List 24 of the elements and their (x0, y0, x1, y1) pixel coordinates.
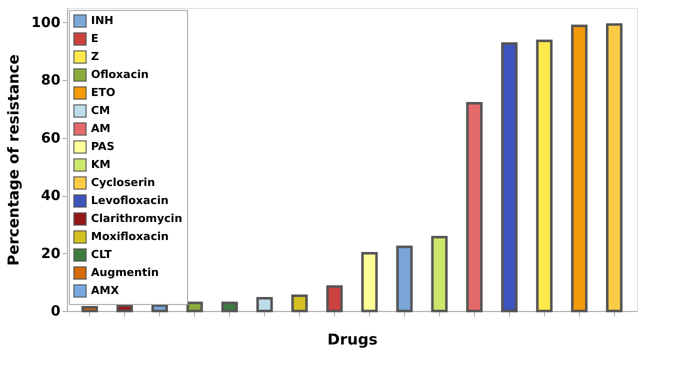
legend-label: ETO (91, 86, 116, 99)
legend-label: E (91, 32, 99, 45)
y-tick-label: 40 (41, 188, 61, 204)
legend-label: Cycloserin (91, 176, 156, 189)
legend-label: Moxifloxacin (91, 230, 169, 243)
x-axis-title: Drugs (327, 330, 378, 348)
legend-label: Levofloxacin (91, 194, 169, 207)
y-tick-label: 80 (41, 72, 61, 89)
legend-label: AMX (91, 284, 120, 297)
y-tick-label: 0 (50, 304, 61, 320)
y-tick-label: 100 (31, 14, 61, 31)
y-axis-title: Percentage of resistance (4, 54, 22, 266)
legend-label: AM (91, 122, 110, 135)
legend-label: Ofloxacin (91, 68, 149, 81)
y-tick-label: 20 (41, 246, 61, 262)
legend-label: KM (91, 158, 110, 171)
y-tick-label: 60 (41, 130, 61, 146)
legend-label: CM (91, 104, 110, 117)
legend-label: PAS (91, 140, 115, 153)
legend-label: INH (91, 14, 114, 27)
legend-label: Clarithromycin (91, 212, 182, 225)
legend-label: Augmentin (91, 266, 159, 279)
legend-label: CLT (91, 248, 112, 261)
legend-label: Z (91, 50, 99, 63)
